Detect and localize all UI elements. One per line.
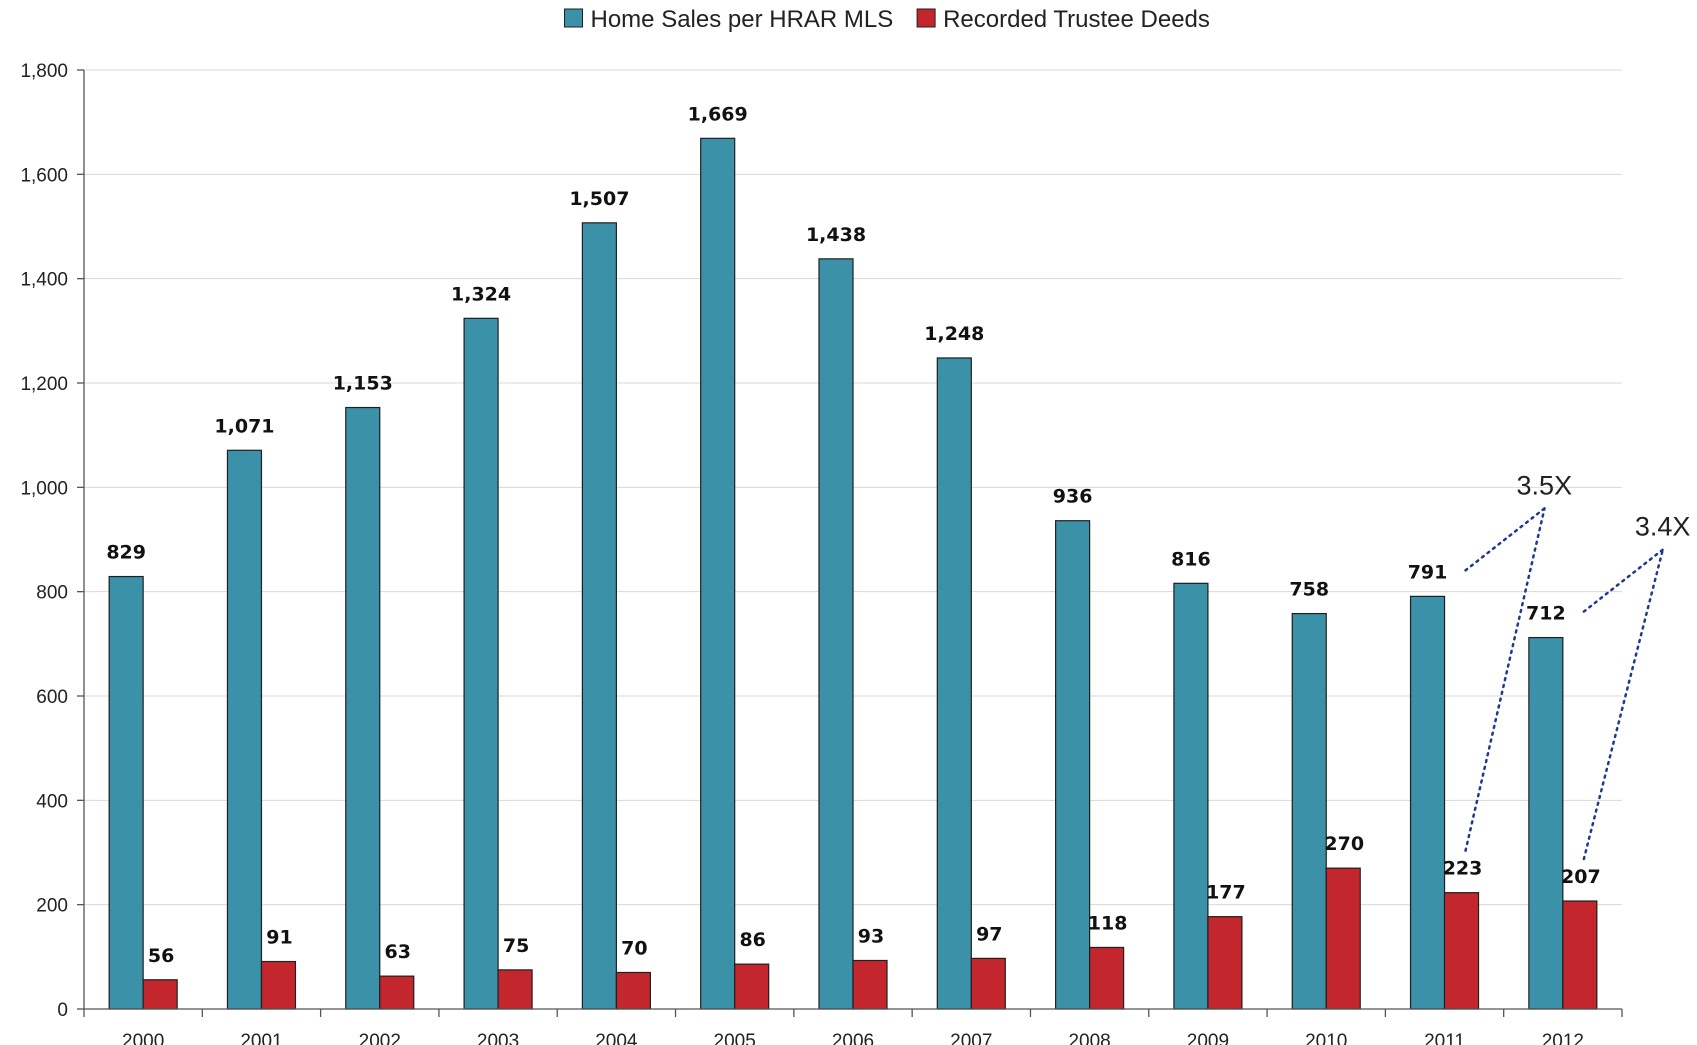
trustee-deeds-value-label: 207 (1561, 866, 1601, 888)
annotation-leader (1464, 507, 1546, 852)
axes: 0 200 400 600 800 1,000 1,200 1,400 1,600 1,800 20… (20, 61, 1623, 1045)
x-tick-label: 2011 (1424, 1031, 1465, 1045)
home-sales-bar (1528, 636, 1564, 1010)
home-sales-bar (1055, 520, 1091, 1010)
x-tick-label: 2007 (950, 1031, 992, 1045)
home-sales-value-label: 791 (1408, 561, 1448, 583)
x-tick-label: 2009 (1187, 1031, 1229, 1045)
legend-swatch (916, 8, 936, 28)
y-tick-label: 1,000 (20, 478, 68, 499)
annotation-leader (1464, 507, 1546, 572)
home-sales-bar (108, 575, 144, 1010)
home-sales-value-label: 1,153 (333, 373, 393, 395)
x-tick-label: 2005 (714, 1031, 756, 1045)
home-sales-bar (1291, 612, 1327, 1010)
x-tick-label: 2010 (1305, 1031, 1347, 1045)
y-tick-label: 800 (36, 583, 68, 604)
home-sales-value-label: 712 (1526, 603, 1566, 625)
annotation-leader (1582, 548, 1665, 861)
home-sales-bar (581, 222, 617, 1010)
x-tick-label: 2002 (359, 1031, 401, 1045)
legend-swatch (564, 8, 583, 28)
bars (108, 137, 1598, 1010)
trustee-deeds-value-label: 63 (385, 941, 411, 963)
y-tick-label: 1,600 (20, 165, 68, 186)
home-sales-bar (1409, 595, 1446, 1010)
trustee-deeds-bar (142, 979, 178, 1010)
trustee-deeds-bar (970, 957, 1006, 1010)
trustee-deeds-bar (1089, 946, 1125, 1010)
y-tick-label: 400 (36, 791, 68, 812)
legend: Home Sales per HRAR MLS Recorded Trustee … (564, 6, 1210, 33)
home-sales-value-label: 1,669 (688, 103, 748, 125)
ratio-annotation: 3.5X (1517, 470, 1573, 500)
trustee-deeds-value-label: 223 (1443, 858, 1483, 880)
trustee-deeds-bar (1443, 892, 1480, 1010)
home-sales-value-label: 816 (1171, 548, 1211, 570)
y-tick-label: 0 (57, 1000, 68, 1021)
home-sales-value-label: 829 (106, 542, 146, 564)
home-sales-value-label: 1,071 (214, 415, 274, 437)
trustee-deeds-bar (852, 959, 888, 1010)
home-sales-bar (936, 357, 972, 1010)
trustee-deeds-value-label: 118 (1088, 912, 1128, 934)
x-tick-label: 2004 (595, 1031, 638, 1045)
annotation-leader (1582, 548, 1665, 613)
trustee-deeds-bar (379, 975, 415, 1010)
legend-label: Recorded Trustee Deeds (943, 6, 1210, 33)
x-tick-label: 2006 (832, 1031, 874, 1045)
home-sales-value-label: 758 (1289, 579, 1329, 601)
trustee-deeds-value-label: 97 (976, 923, 1002, 945)
ratio-annotation: 3.4X (1635, 512, 1691, 542)
x-tick-label: 2000 (122, 1031, 164, 1045)
trustee-deeds-bar (1207, 916, 1243, 1010)
x-tick-label: 2003 (477, 1031, 519, 1045)
home-sales-value-label: 1,248 (924, 323, 984, 345)
x-tick-label: 2012 (1542, 1031, 1584, 1045)
trustee-deeds-value-label: 270 (1324, 833, 1364, 855)
y-tick-label: 600 (36, 687, 68, 708)
home-sales-bar (463, 317, 499, 1010)
home-sales-value-label: 1,438 (806, 224, 866, 246)
x-tick-label: 2001 (240, 1031, 282, 1045)
home-sales-bar (345, 406, 381, 1010)
trustee-deeds-value-label: 70 (621, 937, 647, 959)
trustee-deeds-bar (615, 971, 651, 1010)
trustee-deeds-value-label: 177 (1206, 882, 1246, 904)
home-sales-value-label: 1,507 (569, 188, 629, 210)
trustee-deeds-bar (1562, 900, 1598, 1010)
legend-label: Home Sales per HRAR MLS (591, 6, 894, 33)
trustee-deeds-value-label: 75 (503, 935, 529, 957)
y-tick-label: 1,200 (20, 374, 68, 395)
trustee-deeds-bar (260, 960, 297, 1010)
trustee-deeds-value-label: 56 (148, 945, 174, 967)
home-sales-bar (226, 449, 263, 1010)
home-sales-value-label: 1,324 (451, 283, 511, 305)
home-sales-bar (818, 258, 854, 1010)
home-sales-bar (700, 137, 736, 1010)
x-tick-label: 2008 (1068, 1031, 1110, 1045)
trustee-deeds-value-label: 91 (266, 927, 292, 949)
trustee-deeds-bar (1325, 867, 1361, 1010)
trustee-deeds-value-label: 93 (858, 925, 884, 947)
y-tick-label: 200 (36, 896, 68, 917)
data-labels: 829 56 1,071 91 1,153 63 1,324 75 1,507 70 1,669 86… (106, 103, 1600, 966)
trustee-deeds-bar (734, 963, 770, 1010)
trustee-deeds-bar (497, 969, 533, 1010)
y-tick-label: 1,800 (20, 61, 68, 82)
trustee-deeds-value-label: 86 (739, 929, 765, 951)
home-sales-bar (1173, 582, 1209, 1010)
y-tick-label: 1,400 (20, 270, 68, 291)
home-sales-value-label: 936 (1053, 486, 1093, 508)
annotations: 3.5X 3.4X (1464, 470, 1691, 861)
